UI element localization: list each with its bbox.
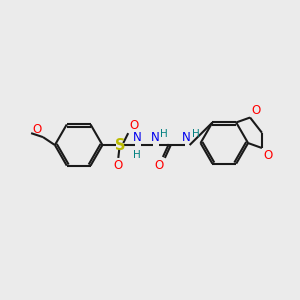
Text: H: H bbox=[133, 150, 141, 160]
Text: N: N bbox=[133, 131, 142, 144]
Text: O: O bbox=[129, 119, 138, 132]
Text: O: O bbox=[251, 103, 260, 116]
Text: O: O bbox=[154, 159, 164, 172]
Text: N: N bbox=[151, 131, 159, 144]
Text: O: O bbox=[114, 159, 123, 172]
Text: N: N bbox=[182, 131, 191, 144]
Text: S: S bbox=[115, 137, 125, 152]
Text: O: O bbox=[33, 123, 42, 136]
Text: H: H bbox=[160, 129, 168, 139]
Text: H: H bbox=[192, 129, 200, 139]
Text: O: O bbox=[263, 149, 272, 162]
